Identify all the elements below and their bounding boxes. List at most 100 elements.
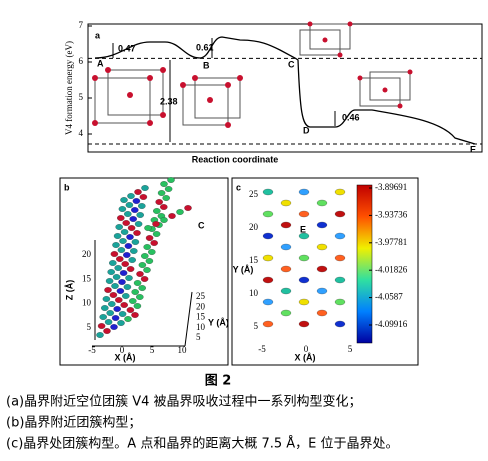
atom [121, 261, 129, 267]
atom [126, 266, 135, 272]
y-axis-label: Y (Å) [233, 264, 254, 274]
atom [115, 297, 123, 303]
panel-a [87, 21, 483, 153]
atom [114, 265, 122, 271]
state-label: A [97, 58, 104, 68]
tick-label: -4.01826 [375, 264, 408, 274]
atom [316, 221, 328, 229]
atom [280, 309, 292, 317]
atom [96, 332, 104, 338]
tick-label: 5 [254, 321, 259, 331]
atom [103, 328, 111, 334]
atom [110, 251, 119, 257]
atom [298, 320, 310, 328]
atom [157, 190, 166, 196]
state-label: D [303, 125, 310, 135]
atom [262, 276, 274, 284]
atom [104, 287, 112, 293]
atom [102, 296, 111, 302]
atom [109, 260, 117, 266]
tick-label: 25 [196, 291, 206, 301]
atom [131, 289, 139, 295]
atom [141, 253, 149, 259]
tick-label: -3.89691 [375, 182, 407, 192]
atom [298, 254, 310, 262]
atom [138, 285, 146, 291]
arrows [112, 38, 336, 142]
tick-label: 20 [82, 249, 92, 259]
atom [140, 276, 149, 282]
atom [115, 224, 123, 230]
atom [334, 188, 346, 196]
atom [152, 231, 161, 237]
tick-label: -4.09916 [375, 319, 408, 329]
atom [298, 188, 310, 196]
tick-label: -5 [88, 345, 96, 355]
atom [124, 243, 133, 249]
atom [105, 278, 114, 284]
atom [132, 198, 141, 204]
atom [118, 311, 127, 317]
tick-label: 5 [87, 322, 92, 332]
tick-label: -5 [258, 344, 266, 354]
atom [129, 216, 137, 222]
tick-label: -3.93736 [375, 209, 408, 219]
barrier-label: 0.47 [118, 43, 136, 53]
atom [133, 230, 141, 236]
atom [316, 199, 328, 207]
atom [162, 195, 170, 201]
caption-line: (a)晶界附近空位团簇 V4 被晶界吸收过程中一系列构型变化； [6, 394, 362, 410]
atom [144, 225, 152, 231]
atom [116, 256, 124, 262]
point-label: E [300, 224, 306, 234]
atom [316, 287, 328, 295]
atom [99, 314, 107, 320]
atom [131, 239, 140, 245]
atom [131, 207, 139, 213]
atom [123, 252, 131, 258]
atom [160, 217, 168, 223]
tick-label: 20 [196, 301, 206, 311]
atom [316, 243, 328, 251]
atom [113, 233, 122, 239]
tick-label: 25 [249, 189, 259, 199]
tick-label: 5 [348, 344, 353, 354]
atom [134, 189, 142, 195]
energy-curve [94, 36, 476, 145]
tick-label: 5 [79, 92, 84, 102]
tick-label: 15 [249, 255, 259, 265]
atom [143, 244, 151, 250]
caption-line: (b)晶界附近团簇构型； [6, 416, 141, 431]
atom [110, 324, 118, 330]
atom [176, 209, 184, 215]
tick-label: 0 [304, 344, 309, 354]
x-axis-label: Reaction coordinate [192, 154, 279, 164]
atom [334, 210, 346, 218]
atom [334, 320, 346, 328]
atom [107, 269, 115, 275]
atom [106, 310, 114, 316]
tick-label: 10 [178, 345, 188, 355]
inset-atoms [92, 21, 413, 128]
atom [116, 288, 125, 294]
atom [120, 229, 129, 235]
atom [119, 238, 127, 244]
atom [167, 177, 175, 183]
atom [113, 306, 121, 312]
frame [87, 23, 483, 153]
atom [139, 194, 148, 200]
atom [117, 247, 126, 253]
atom [127, 193, 135, 199]
atom [129, 298, 137, 304]
atom [118, 206, 127, 212]
atom [120, 197, 128, 203]
x-axis-label: X (Å) [115, 352, 136, 362]
atom [122, 293, 130, 299]
atom [111, 283, 119, 289]
panel-label: c [236, 182, 241, 192]
atom [160, 181, 168, 187]
atom [143, 267, 151, 273]
barrier-label: 0.61 [196, 42, 214, 52]
atom [298, 298, 310, 306]
